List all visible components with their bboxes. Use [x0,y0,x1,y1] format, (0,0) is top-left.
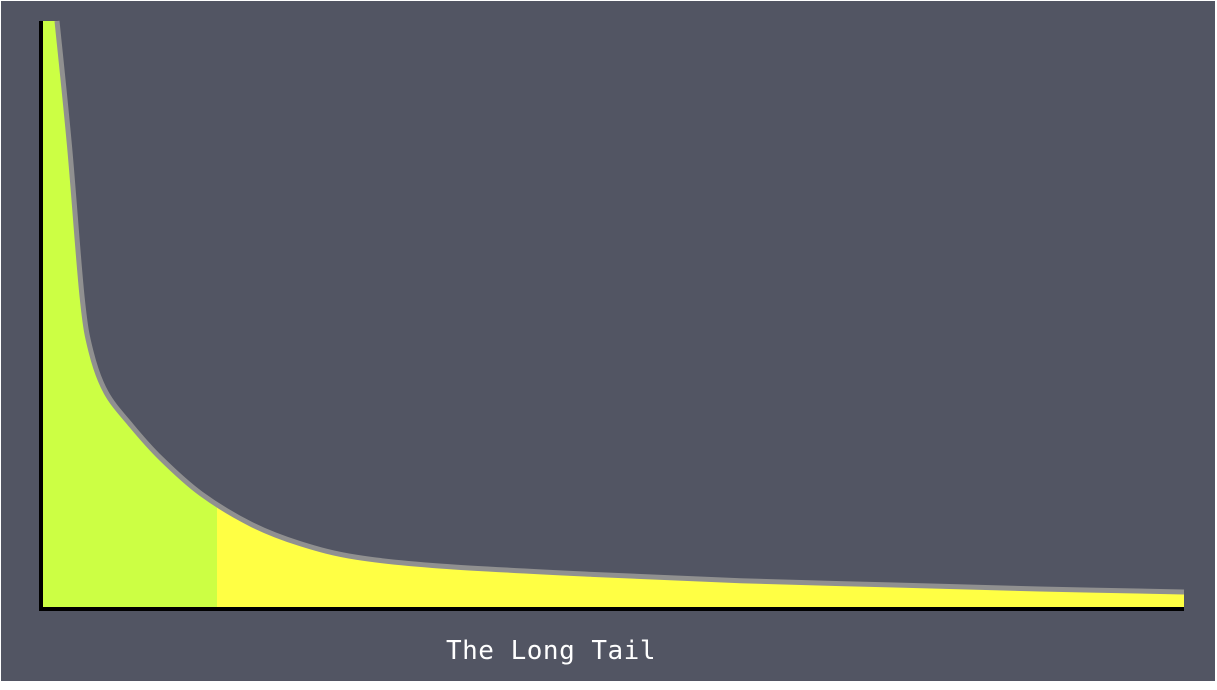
tail-area [217,504,1184,609]
curve-line [54,20,1185,595]
chart-title: The Long Tail [446,636,656,666]
head-area [41,21,218,609]
